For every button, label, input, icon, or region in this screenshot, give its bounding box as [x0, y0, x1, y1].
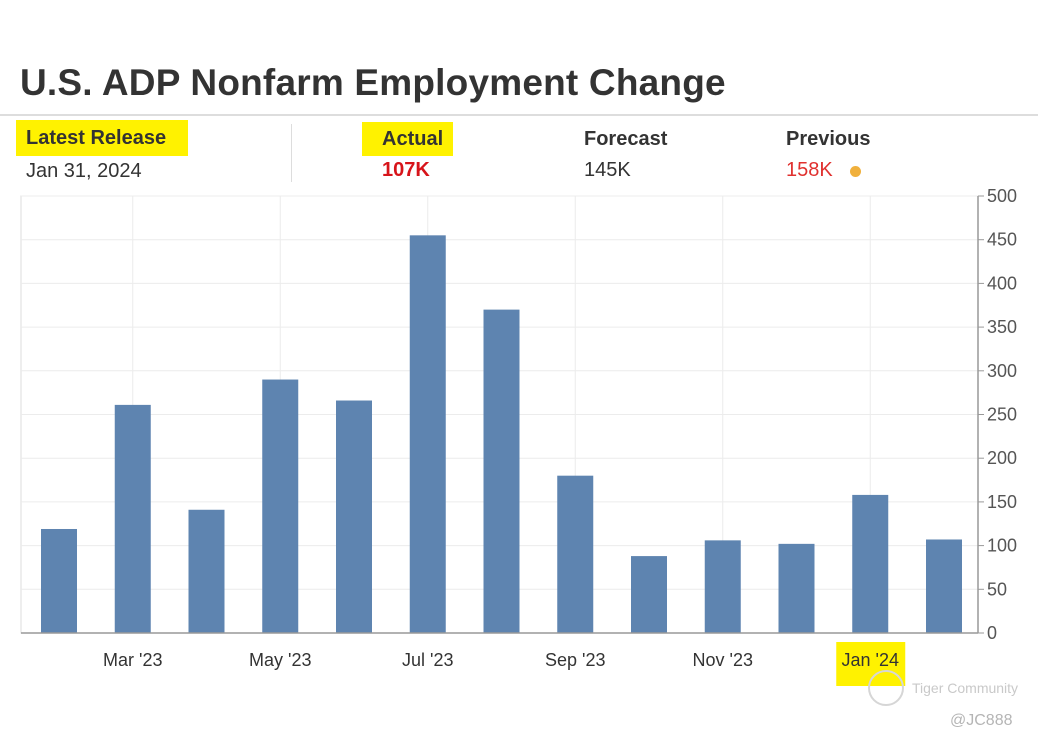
- previous-status-dot: [850, 166, 861, 177]
- bar-dec-23: [778, 543, 815, 633]
- bar-jan-24: [852, 494, 889, 633]
- bar-feb-23: [41, 528, 77, 633]
- bar-apr-23: [188, 509, 225, 633]
- bar-sep-23: [557, 475, 594, 633]
- x-tick-label: Mar '23: [103, 650, 162, 670]
- y-tick-label: 50: [987, 579, 1007, 599]
- bar-nov-23: [704, 540, 741, 633]
- y-tick-label: 400: [987, 273, 1017, 293]
- bar-may-23: [262, 379, 299, 633]
- y-tick-label: 300: [987, 361, 1017, 381]
- bar-aug-23: [483, 309, 520, 633]
- y-tick-label: 150: [987, 492, 1017, 512]
- forecast-label: Forecast: [584, 128, 668, 150]
- y-tick-label: 0: [987, 623, 997, 643]
- watermark: Tiger Community: [868, 670, 1028, 710]
- page-title: U.S. ADP Nonfarm Employment Change: [20, 62, 726, 103]
- latest-release-label: Latest Release: [26, 127, 167, 149]
- y-tick-label: 200: [987, 448, 1017, 468]
- x-tick-label: Sep '23: [545, 650, 606, 670]
- x-tick-label: Jan '24: [842, 650, 899, 670]
- tiger-logo-icon: [868, 670, 904, 706]
- y-tick-label: 500: [987, 186, 1017, 206]
- latest-release-value: Jan 31, 2024: [26, 160, 142, 182]
- bar-oct-23: [631, 556, 667, 633]
- watermark-handle: @JC888: [950, 712, 1013, 729]
- actual-value: 107K: [382, 159, 430, 181]
- latest-release-highlight: [16, 120, 188, 156]
- title-divider: [0, 114, 1038, 116]
- actual-highlight: [362, 122, 453, 156]
- y-tick-label: 250: [987, 405, 1017, 425]
- y-tick-label: 450: [987, 230, 1017, 250]
- bar-feb-24: [926, 539, 962, 633]
- header-divider: [291, 124, 292, 182]
- actual-label: Actual: [382, 128, 444, 150]
- bar-jul-23: [409, 235, 446, 633]
- bar-jun-23: [336, 400, 372, 633]
- bar-mar-23: [114, 404, 151, 633]
- previous-value: 158K: [786, 159, 833, 181]
- forecast-value: 145K: [584, 159, 631, 181]
- watermark-brand: Tiger Community: [912, 680, 1019, 696]
- x-tick-label: Jul '23: [402, 650, 453, 670]
- previous-label: Previous: [786, 128, 871, 150]
- x-tick-label: Nov '23: [693, 650, 753, 670]
- y-tick-label: 100: [987, 536, 1017, 556]
- y-tick-label: 350: [987, 317, 1017, 337]
- x-tick-label: May '23: [249, 650, 311, 670]
